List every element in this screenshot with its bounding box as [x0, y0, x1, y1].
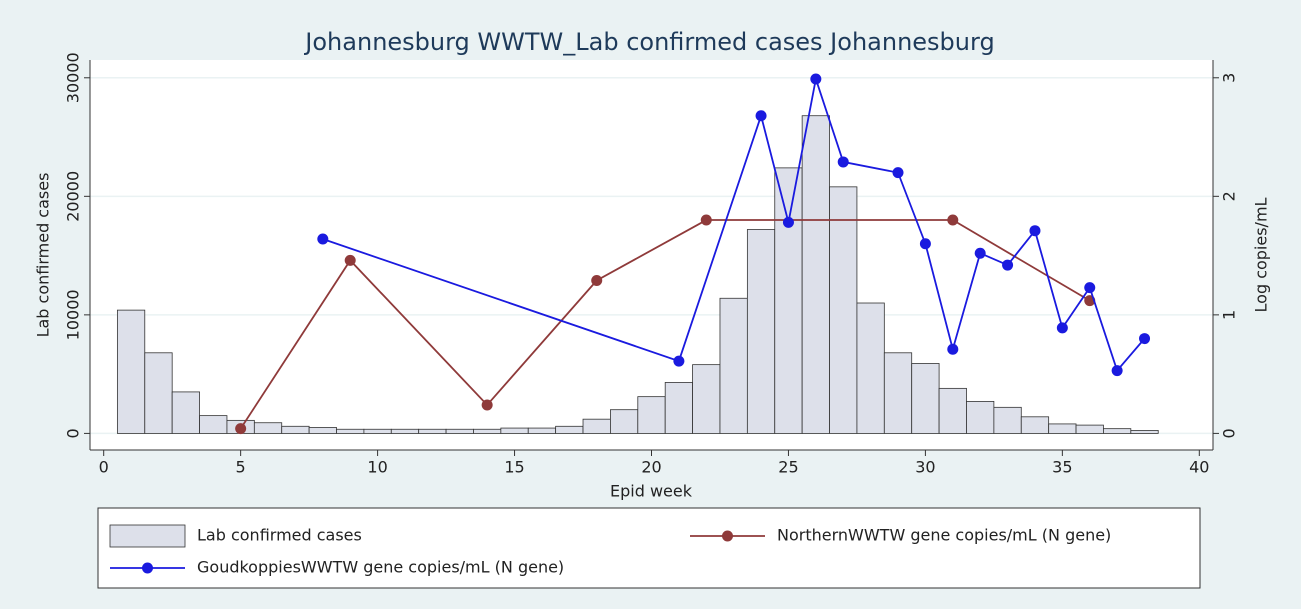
- x-axis-label: Epid week: [610, 482, 693, 501]
- point: [317, 233, 329, 245]
- point: [837, 156, 849, 168]
- x-tick-label: 5: [236, 458, 246, 477]
- bar: [774, 167, 803, 434]
- x-tick-label: 30: [915, 458, 935, 477]
- bar: [664, 382, 693, 434]
- y2-tick-label: 2: [1220, 191, 1239, 201]
- x-tick-label: 0: [99, 458, 109, 477]
- bar: [445, 428, 474, 434]
- y2-tick-label: 1: [1220, 310, 1239, 320]
- bar: [363, 428, 392, 434]
- point: [1111, 365, 1123, 377]
- y2-tick-label: 0: [1220, 428, 1239, 438]
- y2-tick-label: 3: [1220, 73, 1239, 83]
- bar: [281, 425, 310, 434]
- point: [1056, 322, 1068, 334]
- bar: [171, 391, 200, 434]
- point: [1139, 333, 1151, 345]
- bar: [144, 352, 173, 434]
- bar: [253, 422, 283, 434]
- point: [947, 214, 959, 226]
- legend-label: Lab confirmed cases: [197, 526, 362, 545]
- bar: [336, 428, 365, 434]
- bar: [418, 428, 447, 434]
- bar: [116, 309, 146, 434]
- point: [782, 216, 794, 228]
- bar: [1130, 430, 1159, 434]
- bar: [993, 406, 1022, 434]
- point: [235, 423, 247, 435]
- point: [1084, 282, 1096, 294]
- point: [947, 343, 959, 355]
- point: [755, 110, 767, 122]
- legend-label: NorthernWWTW gene copies/mL (N gene): [777, 526, 1111, 545]
- y-tick-label: 10000: [64, 289, 83, 340]
- x-tick-label: 10: [367, 458, 387, 477]
- x-tick-label: 40: [1189, 458, 1209, 477]
- series-line: [322, 75, 1146, 373]
- bar: [199, 415, 228, 434]
- plot-area: [90, 60, 1213, 450]
- bar: [1020, 416, 1050, 434]
- y-tick-label: 30000: [64, 52, 83, 103]
- bar: [500, 427, 529, 434]
- chart-title: Johannesburg WWTW_Lab confirmed cases Jo…: [303, 28, 994, 56]
- point: [481, 399, 493, 411]
- bar: [1103, 428, 1132, 434]
- bar: [829, 186, 858, 434]
- legend-label: GoudkoppiesWWTW gene copies/mL (N gene): [197, 558, 564, 577]
- point: [1029, 225, 1041, 237]
- y-tick-label: 20000: [64, 171, 83, 222]
- bar: [911, 363, 940, 434]
- y-axis-label: Lab confirmed cases: [34, 173, 53, 338]
- point: [673, 355, 685, 367]
- bar: [801, 115, 830, 434]
- point: [974, 247, 986, 259]
- point: [1002, 259, 1014, 271]
- y-tick-label: 0: [64, 428, 83, 438]
- bar: [692, 364, 721, 434]
- bar: [966, 400, 995, 434]
- bar: [746, 229, 776, 434]
- x-tick-label: 15: [504, 458, 524, 477]
- bar: [308, 427, 337, 434]
- bar: [883, 352, 913, 434]
- x-tick-label: 35: [1052, 458, 1072, 477]
- y2-axis-label: Log copies/mL: [1252, 197, 1271, 312]
- bar: [610, 409, 639, 434]
- legend-marker: [142, 562, 153, 574]
- x-tick-label: 25: [778, 458, 798, 477]
- point: [591, 274, 603, 286]
- bar: [719, 297, 748, 434]
- bar: [1048, 423, 1077, 434]
- legend-swatch: [109, 524, 186, 548]
- point: [810, 73, 822, 85]
- legend-marker: [722, 530, 733, 542]
- point: [892, 167, 904, 179]
- bar: [473, 428, 502, 434]
- bar: [582, 418, 611, 434]
- bar: [555, 425, 584, 434]
- legend-box: [97, 507, 1201, 589]
- bar: [637, 396, 666, 434]
- point: [344, 254, 356, 266]
- x-tick-label: 20: [641, 458, 661, 477]
- bar: [938, 387, 967, 434]
- point: [700, 214, 712, 226]
- bar: [856, 302, 885, 434]
- bar: [1075, 424, 1104, 434]
- bar: [390, 428, 420, 434]
- bar: [527, 427, 557, 434]
- point: [919, 238, 931, 250]
